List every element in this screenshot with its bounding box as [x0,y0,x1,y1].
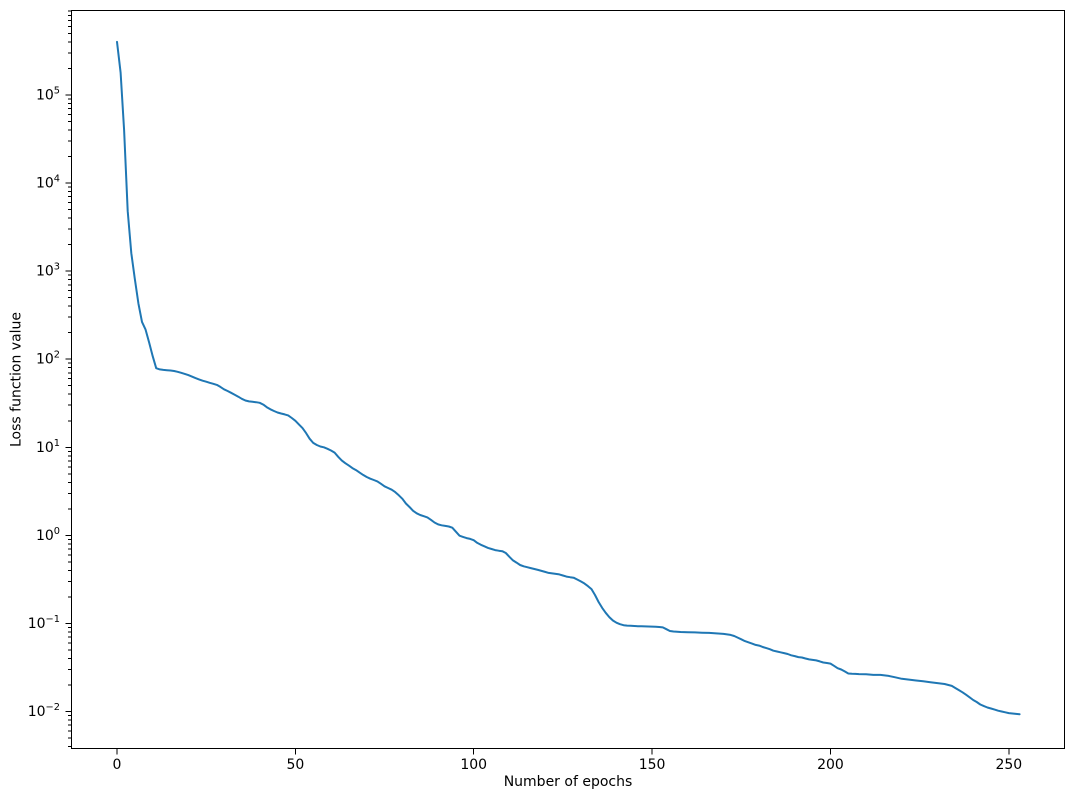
x-tick-label: 200 [817,757,844,773]
x-axis-label: Number of epochs [504,774,633,790]
x-tick-label: 100 [460,757,487,773]
y-tick-label: 103 [36,262,60,280]
y-tick-label: 105 [36,85,60,103]
loss-curve [116,40,1021,716]
y-tick-label: 10−1 [28,614,60,632]
y-tick-label: 104 [36,174,60,192]
y-tick-label: 101 [36,438,60,456]
y-tick-label: 10−2 [28,702,60,720]
x-tick-label: 0 [113,757,122,773]
y-tick-label: 100 [36,526,60,544]
axis-ticks [65,10,1010,755]
tick-labels: 0 50 100 150 200 250 10−2 10−1 100 101 102 103 104 10… [28,85,1022,773]
plot-border [71,10,1065,749]
x-tick-label: 50 [286,757,304,773]
x-tick-label: 150 [639,757,666,773]
x-tick-label: 250 [995,757,1022,773]
y-tick-label: 102 [36,350,60,368]
y-axis-label: Loss function value [9,312,25,447]
